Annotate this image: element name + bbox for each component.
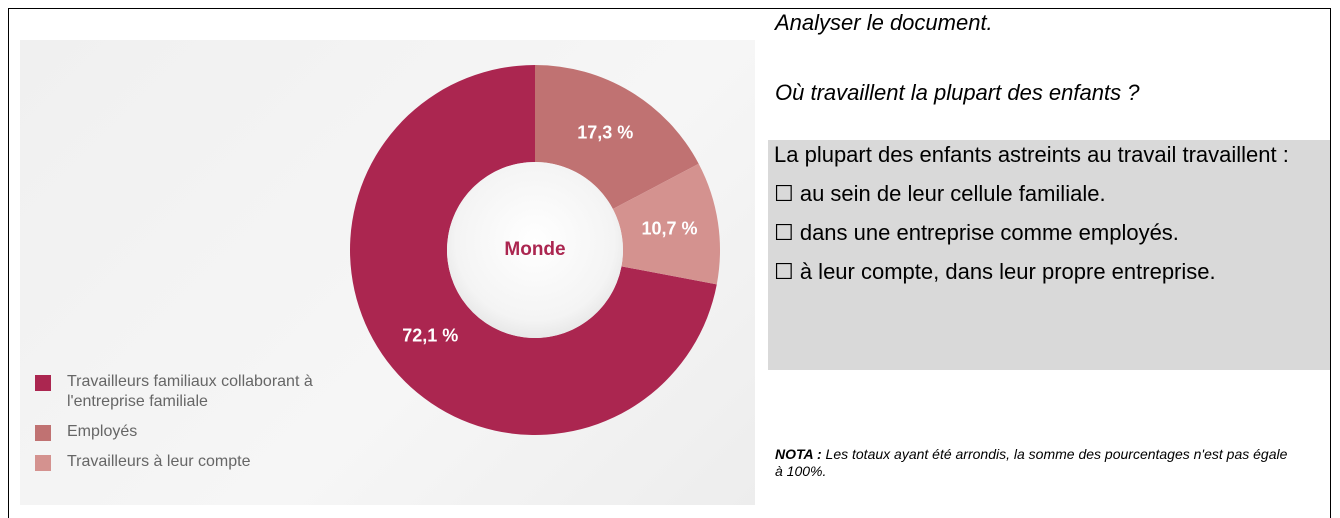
center-label: Monde [504,239,565,260]
instruction: Analyser le document. [775,10,993,35]
donut-segment [612,163,721,285]
nota-line: Les totaux ayant été arrondis, la somme … [825,446,1288,462]
nota-label: NOTA : [775,446,822,462]
legend: Travailleurs familiaux collaborant à l'e… [35,372,365,482]
nota-line: à 100%. [775,463,827,479]
value-label: 17,3 % [577,122,633,142]
donut-chart: 72,1 % 17,3 % 10,7 % Monde [350,65,721,435]
legend-item: Travailleurs à leur compte [35,452,365,472]
answer-option: ☐ dans une entreprise comme employés. [774,220,1179,245]
nota: NOTA : Les totaux ayant été arrondis, la… [775,446,1325,480]
value-label: 72,1 % [402,326,458,346]
legend-item: Travailleurs familiaux collaborant à l'e… [35,372,365,412]
legend-label: Travailleurs familiaux collaborant à l'e… [67,373,313,410]
frame [8,8,1331,518]
question: Où travaillent la plupart des enfants ? [775,80,1140,105]
answer-intro: La plupart des enfants astreints au trav… [774,142,1289,167]
legend-label: Employés [67,423,138,440]
legend-label: Travailleurs à leur compte [67,453,251,470]
legend-item: Employés [35,422,365,442]
legend-swatch [35,375,51,391]
value-label: 10,7 % [641,219,697,239]
donut-hole [447,162,623,338]
legend-swatch [35,425,51,441]
donut-segment [350,65,717,435]
answer-option: ☐ à leur compte, dans leur propre entrep… [774,259,1216,284]
answer-option: ☐ au sein de leur cellule familiale. [774,181,1106,206]
donut-segment [535,65,699,209]
answer-box: La plupart des enfants astreints au trav… [768,140,1330,370]
legend-swatch [35,455,51,471]
